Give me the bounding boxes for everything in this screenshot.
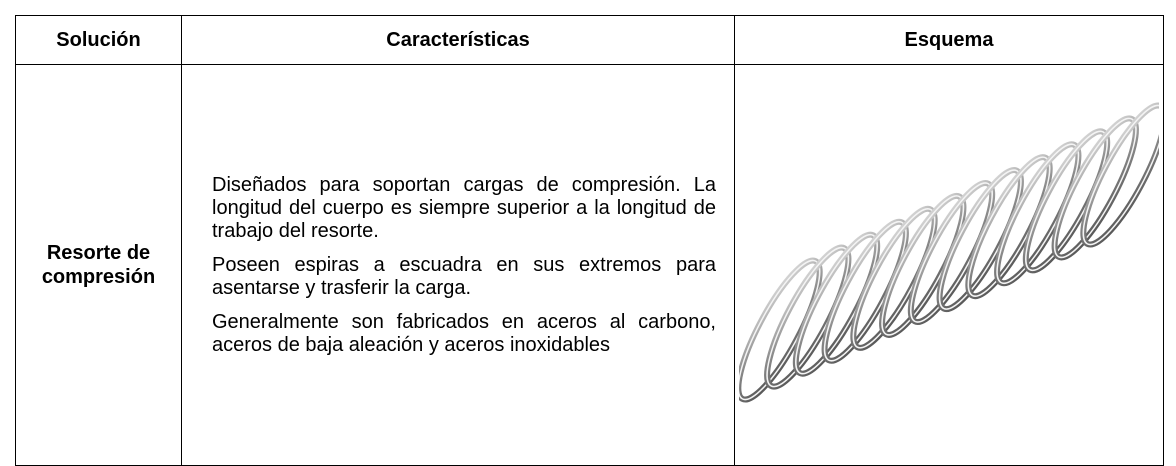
header-cell: Solución (15, 15, 182, 65)
coil (1082, 104, 1159, 246)
paragraph: Generalmente son fabricados en aceros al… (212, 310, 716, 356)
header-cell: Esquema (734, 15, 1164, 65)
header-row: Solución Características Esquema (15, 15, 1164, 65)
paragraph: Diseñados para soportan cargas de compre… (212, 173, 716, 242)
coil (967, 156, 1051, 297)
coil (1053, 117, 1137, 259)
table: Solución Características Esquema Resorte… (15, 15, 1164, 466)
coil (823, 220, 907, 362)
coil (766, 246, 850, 388)
coil (739, 259, 821, 401)
paragraph: Poseen espiras a escuadra en sus extremo… (212, 253, 716, 299)
coil (795, 233, 878, 375)
coil (881, 195, 965, 336)
coil (938, 169, 1022, 310)
scheme-cell (734, 64, 1164, 466)
coil (852, 208, 936, 349)
body-row: Resorte de compresión Diseñados para sop… (15, 64, 1164, 466)
spring-coils (739, 102, 1159, 403)
solution-cell: Resorte de compresión (15, 64, 182, 466)
characteristics-cell: Diseñados para soportan cargas de compre… (181, 64, 735, 466)
header-cell: Características (181, 15, 735, 65)
coil (910, 182, 993, 323)
coil (1025, 130, 1108, 272)
coil (996, 143, 1080, 285)
spring-image (739, 102, 1159, 403)
